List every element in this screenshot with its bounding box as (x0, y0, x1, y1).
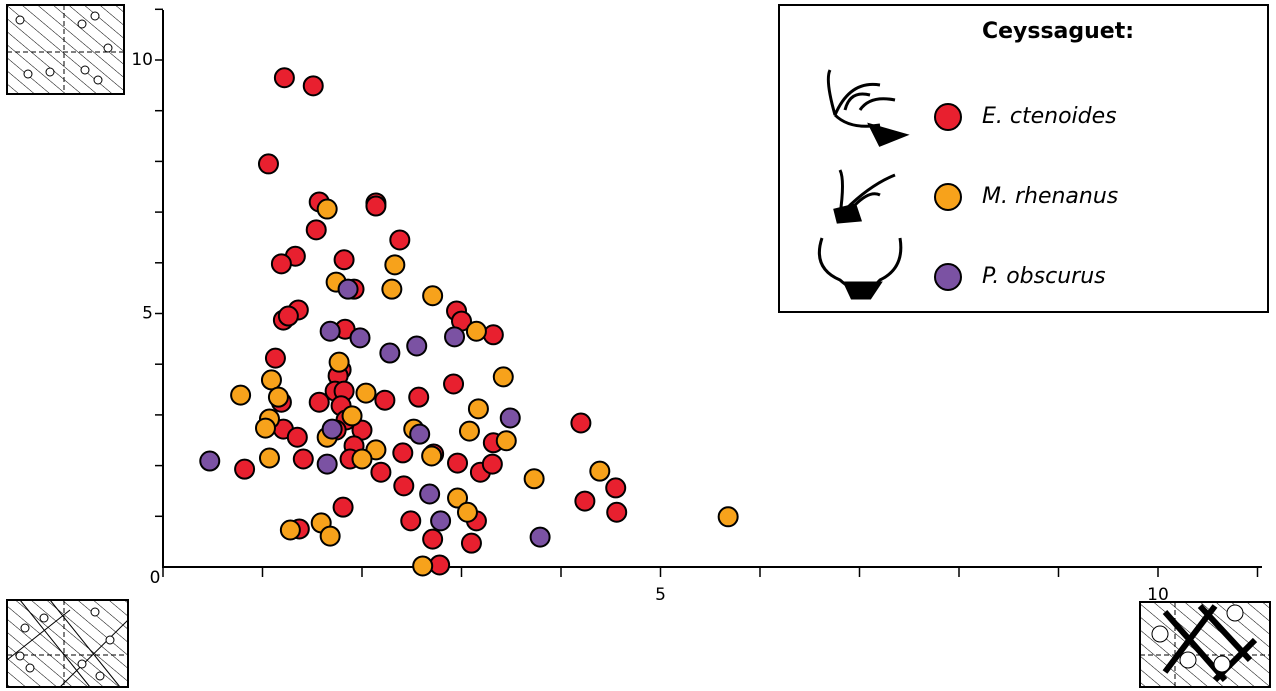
scatter-point (392, 442, 414, 464)
y-tick-label: 5 (142, 304, 153, 324)
corner-icon (1139, 601, 1271, 688)
scatter-point (341, 405, 363, 427)
scatter-point (321, 418, 343, 440)
scatter-point (421, 445, 443, 467)
scatter-point (447, 452, 469, 474)
scatter-point (254, 417, 276, 439)
corner-icon (6, 599, 129, 688)
scatter-point (384, 254, 406, 276)
scatter-point (316, 198, 338, 220)
legend-label: P. obscurus (982, 264, 1106, 289)
antler-icon (817, 69, 910, 300)
corner-icon (6, 4, 125, 95)
scatter-point (264, 347, 286, 369)
scatter-point (492, 366, 514, 388)
scatter-point (230, 384, 252, 406)
scatter-point (349, 327, 371, 349)
scatter-point (606, 501, 628, 523)
scatter-point (273, 67, 295, 89)
scatter-point (308, 391, 330, 413)
scatter-point (499, 407, 521, 429)
scatter-point (260, 369, 282, 391)
scatter-point (460, 532, 482, 554)
scatter-point (393, 475, 415, 497)
scatter-point (379, 342, 401, 364)
scatter-point (302, 75, 324, 97)
x-tick-label: 5 (655, 585, 666, 605)
scatter-point (456, 501, 478, 523)
scatter-point (319, 320, 341, 342)
scatter-point (257, 153, 279, 175)
scatter-point (574, 490, 596, 512)
scatter-point (408, 386, 430, 408)
scatter-point (199, 450, 221, 472)
scatter-point (447, 487, 469, 509)
scatter-point (467, 398, 489, 420)
scatter-point (319, 525, 341, 547)
y-tick-label: 10 (131, 50, 153, 70)
scatter-point (589, 460, 611, 482)
scatter-point (328, 351, 350, 373)
scatter-point (381, 278, 403, 300)
scatter-point (412, 555, 434, 577)
scatter-point (444, 326, 466, 348)
scatter-point (374, 389, 396, 411)
scatter-point (316, 453, 338, 475)
legend: Ceyssaguet: (778, 4, 1269, 313)
scatter-point (529, 526, 551, 548)
x-tick-label: 0 (150, 568, 161, 588)
legend-label: E. ctenoides (982, 104, 1117, 129)
legend-marker (934, 103, 962, 131)
scatter-point (286, 426, 308, 448)
scatter-point (419, 483, 441, 505)
legend-title: Ceyssaguet: (982, 19, 1134, 44)
scatter-point (365, 195, 387, 217)
scatter-point (523, 468, 545, 490)
scatter-point (389, 229, 411, 251)
scatter-point (422, 285, 444, 307)
scatter-point (495, 430, 517, 452)
scatter-point (351, 448, 373, 470)
scatter-point (234, 458, 256, 480)
scatter-point (605, 477, 627, 499)
scatter-point (406, 335, 428, 357)
scatter-point (458, 420, 480, 442)
scatter-point (332, 496, 354, 518)
scatter-point (270, 253, 292, 275)
scatter-point (292, 448, 314, 470)
scatter-point (279, 519, 301, 541)
scatter-point (481, 453, 503, 475)
scatter-point (422, 528, 444, 550)
scatter-point (267, 386, 289, 408)
scatter-point (465, 320, 487, 342)
scatter-point (305, 219, 327, 241)
scatter-point (430, 510, 452, 532)
legend-label: M. rhenanus (982, 184, 1118, 209)
scatter-point (443, 373, 465, 395)
scatter-point (370, 461, 392, 483)
scatter-point (717, 506, 739, 528)
scatter-point (258, 447, 280, 469)
scatter-point (355, 382, 377, 404)
scatter-point (277, 305, 299, 327)
scatter-point (409, 423, 431, 445)
scatter-point (570, 412, 592, 434)
scatter-point (400, 510, 422, 532)
scatter-point (333, 249, 355, 271)
scatter-point (337, 278, 359, 300)
x-tick-label: 10 (1147, 585, 1169, 605)
legend-marker (934, 263, 962, 291)
legend-marker (934, 183, 962, 211)
scatter-point (482, 324, 504, 346)
